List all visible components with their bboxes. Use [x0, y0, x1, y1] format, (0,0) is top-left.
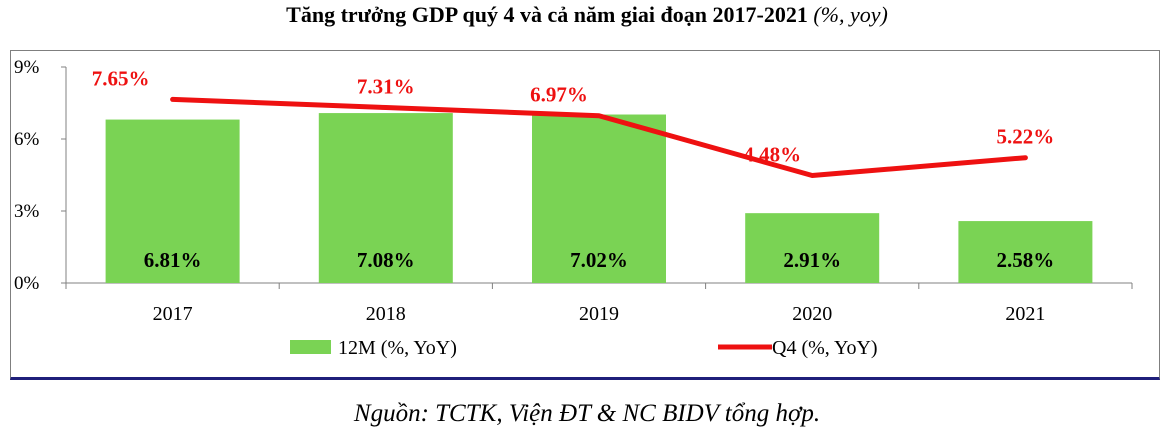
bar-12m: [745, 213, 880, 283]
line-data-label: 7.31%: [357, 75, 415, 99]
bar-12m: [105, 119, 240, 283]
bar-12m: [318, 113, 453, 283]
x-tick-label: 2017: [153, 303, 193, 325]
x-tick-label: 2018: [366, 303, 406, 325]
gdp-chart: 0% 3% 6% 9% 2017 2018 2019 2020 2021 6.81% 7.08% 7.…: [14, 57, 1133, 359]
x-tick-label: 2019: [579, 303, 619, 325]
chart-title: Tăng trưởng GDP quý 4 và cả năm giai đoạ…: [0, 2, 1174, 28]
x-tick-label: 2021: [1005, 303, 1045, 325]
legend-label-q4: Q4 (%, YoY): [772, 337, 878, 359]
source-note: Nguồn: TCTK, Viện ĐT & NC BIDV tổng hợp.: [353, 400, 821, 427]
bar-12m: [532, 114, 666, 284]
chart-frame: [10, 50, 1160, 380]
x-tick-label: 2020: [792, 303, 832, 325]
y-tick-label: 0%: [14, 273, 40, 294]
bar-data-label: 7.08%: [357, 248, 415, 272]
line-data-label: 5.22%: [997, 125, 1055, 149]
bar-data-label: 2.91%: [783, 248, 841, 272]
line-data-label: 6.97%: [530, 83, 588, 107]
bar-12m: [958, 221, 1093, 283]
chart-title-unit: (%, yoy): [813, 2, 888, 27]
bar-data-label: 6.81%: [144, 248, 202, 272]
y-tick-label: 3%: [14, 201, 40, 222]
line-data-label: 7.65%: [92, 66, 150, 90]
legend-label-12m: 12M (%, YoY): [338, 337, 457, 359]
y-tick-label: 9%: [14, 57, 40, 78]
line-data-label: 4.48%: [743, 142, 801, 166]
y-tick-label: 6%: [14, 129, 40, 150]
bar-data-label: 7.02%: [570, 248, 628, 272]
chart-title-text: Tăng trưởng GDP quý 4 và cả năm giai đoạ…: [286, 2, 808, 27]
legend-swatch-12m: [290, 340, 331, 354]
bar-data-label: 2.58%: [997, 248, 1055, 272]
